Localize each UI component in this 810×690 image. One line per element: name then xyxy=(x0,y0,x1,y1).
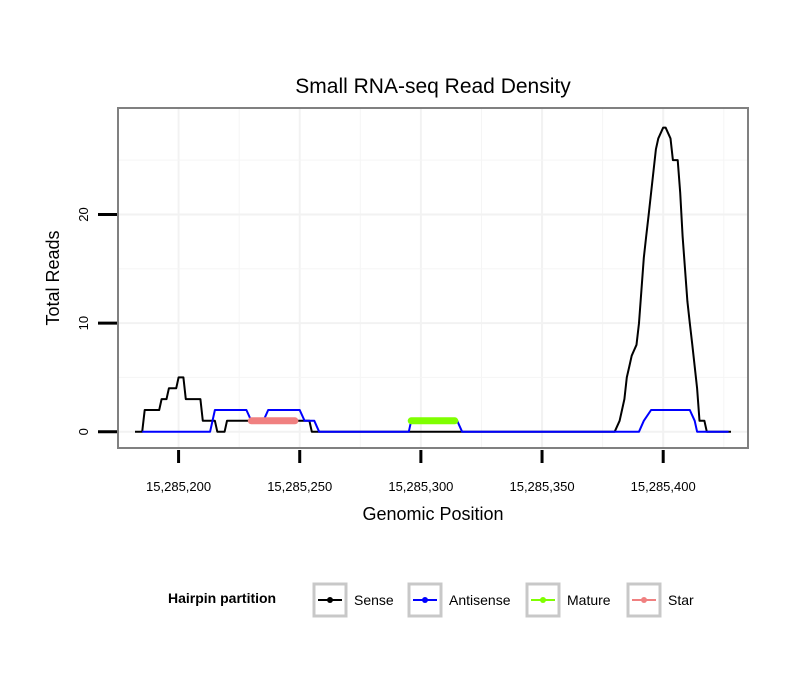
y-axis: 0 10 20 xyxy=(76,207,117,435)
x-tick-label: 15,285,250 xyxy=(267,479,332,494)
series-line-antisense xyxy=(142,409,729,433)
x-axis: 15,285,200 15,285,250 15,285,300 15,285,350… xyxy=(146,450,696,494)
legend-key-dot-mature xyxy=(540,597,546,603)
legend-key-dot-antisense xyxy=(422,597,428,603)
legend-label-star: Star xyxy=(668,592,694,608)
x-tick-label: 15,285,200 xyxy=(146,479,211,494)
y-axis-label: Total Reads xyxy=(43,230,63,325)
y-tick-label: 10 xyxy=(76,316,91,330)
x-tick-label: 15,285,350 xyxy=(509,479,574,494)
series-layer xyxy=(135,126,731,433)
plot-border xyxy=(117,107,749,449)
legend-label-sense: Sense xyxy=(354,592,394,608)
legend-label-antisense: Antisense xyxy=(449,592,511,608)
chart-title: Small RNA-seq Read Density xyxy=(295,75,571,98)
x-axis-label: Genomic Position xyxy=(362,504,503,524)
x-tick-label: 15,285,400 xyxy=(631,479,696,494)
y-tick-label: 0 xyxy=(76,428,91,435)
legend-key-dot-star xyxy=(641,597,647,603)
legend-label-mature: Mature xyxy=(567,592,611,608)
series-line-sense xyxy=(135,126,731,433)
legend-title: Hairpin partition xyxy=(168,590,276,606)
grid-lines xyxy=(118,108,748,448)
y-tick-label: 20 xyxy=(76,207,91,221)
legend: Hairpin partition Sense Antisense Mature St… xyxy=(168,582,694,618)
legend-key-dot-sense xyxy=(327,597,333,603)
x-tick-label: 15,285,300 xyxy=(388,479,453,494)
